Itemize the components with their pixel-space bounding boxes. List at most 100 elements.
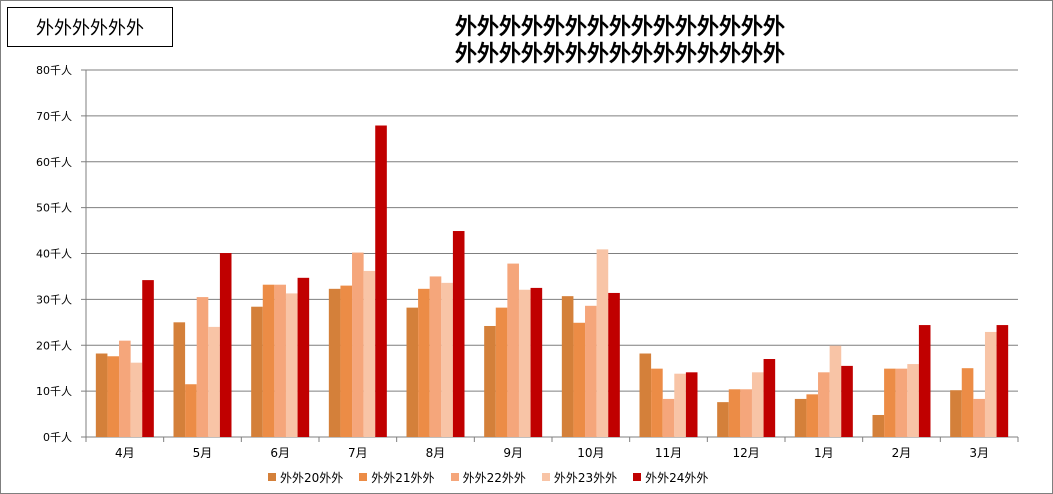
bar [363,270,376,437]
chart-title-line-2: 外外外外外外外外外外外外外外外 [454,42,785,67]
bar [818,372,830,437]
bar [561,296,574,437]
bar [418,288,430,437]
legend-label: 外外24外外 [645,470,709,485]
bar [973,398,985,437]
bar [251,306,263,437]
bar [530,287,543,437]
legend-item: 外外21外外 [359,469,435,486]
x-tick-label: 1月 [814,446,834,460]
bar [585,305,597,437]
x-tick-label: 9月 [503,446,523,460]
legend-swatch [268,473,276,481]
bar [429,276,442,437]
bar [685,372,698,437]
legend-item: 外外23外外 [541,469,618,486]
bar [872,414,885,437]
bar [651,368,663,437]
bar [452,231,465,437]
bar [662,398,675,437]
bar [884,368,896,437]
bar [829,345,842,437]
bar [961,368,974,437]
x-tick-label: 10月 [577,446,604,460]
x-tick-label: 6月 [270,446,290,460]
y-tick-label: 70千人 [36,110,72,123]
bar [208,326,220,437]
bar [107,356,120,437]
bar [340,285,353,437]
x-tick-label: 11月 [655,446,682,460]
bar [285,293,298,437]
bar [596,249,609,437]
legend-item: 外外22外外 [450,469,526,486]
x-tick-label: 3月 [969,446,989,460]
bar [841,365,853,437]
legend-label: 外外20外外 [280,470,344,485]
bar [262,284,275,437]
legend-label: 外外23外外 [553,470,618,485]
bar [573,322,586,437]
bar [196,297,209,437]
bar [142,280,154,437]
bar [507,263,519,437]
bar [297,277,310,437]
y-tick-label: 0千人 [43,431,72,444]
bar [518,289,531,437]
bar [918,325,931,437]
legend-swatch [541,473,550,481]
bar [895,368,908,437]
bar [495,307,508,437]
legend: 外外20外外 外外21外外 外外22外外 外外23外外 外外24外外 [268,466,724,488]
chart-title-line-1: 外外外外外外外外外外外外外外外 [454,15,785,40]
legend-item: 外外24外外 [633,469,708,486]
bar [441,282,453,437]
y-tick-label: 30千人 [36,293,72,306]
bar [984,331,997,437]
y-tick-label: 50千人 [36,202,72,215]
bar [484,325,496,437]
bar [907,364,919,437]
legend-label: 外外22外外 [462,470,526,485]
bar [751,372,764,437]
bar [639,353,652,437]
y-tick-label: 80千人 [36,64,72,77]
bar [950,390,962,437]
bar [794,398,807,437]
bar [674,373,686,437]
bar [274,284,286,437]
legend-swatch [450,473,459,481]
corner-label: 外外外外外外 [7,7,173,47]
x-tick-label: 4月 [115,446,135,460]
bar [608,292,620,437]
bar [375,125,387,437]
y-tick-label: 40千人 [36,248,72,261]
bar [130,362,143,437]
bar [173,322,186,437]
bar [406,307,419,437]
y-tick-label: 10千人 [36,385,72,398]
legend-swatch [633,473,642,481]
legend-item: 外外20外外 [268,469,343,486]
bar [763,359,776,437]
bar [185,384,197,437]
x-tick-label: 2月 [892,446,912,460]
bar [219,253,232,437]
legend-swatch [359,473,368,481]
bar [996,325,1009,437]
x-tick-label: 12月 [733,446,760,460]
bar [328,288,341,437]
bar [740,389,752,437]
x-tick-label: 8月 [426,446,446,460]
bar [119,340,131,437]
legend-label: 外外21外外 [371,470,435,485]
bar [728,389,741,437]
bar [717,402,729,437]
x-tick-label: 5月 [193,446,213,460]
y-tick-label: 20千人 [36,339,72,352]
chart-title: 外外外外外外外外外外外外外外外 外外外外外外外外外外外外外外外 [300,14,940,68]
bar [95,353,108,437]
bar [806,394,819,437]
y-tick-label: 60千人 [36,156,72,169]
